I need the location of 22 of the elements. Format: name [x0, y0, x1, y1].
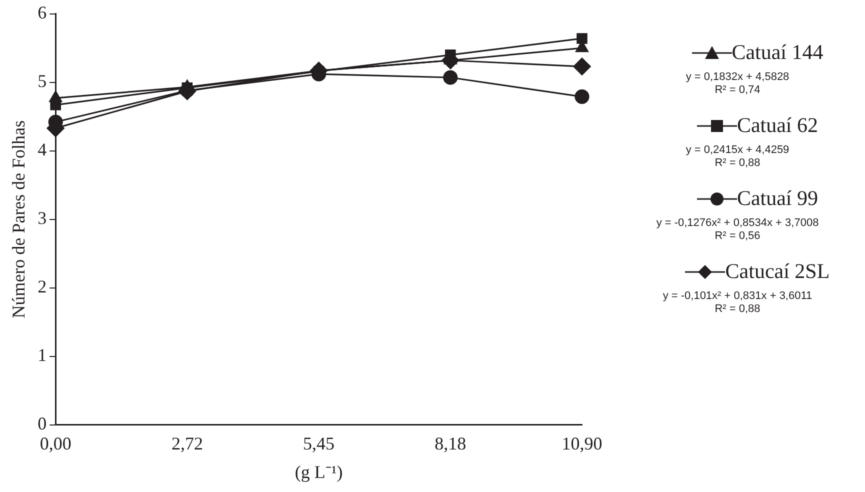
text: y = -0,101x² + 0,831x + 3,6011 R² = 0,88 [662, 290, 814, 316]
x-tick-label: 8,18 [434, 433, 466, 454]
x-tick-label: 5,45 [303, 433, 335, 454]
y-tick-label: 5 [38, 71, 47, 92]
x-tick-label: 10,90 [562, 433, 602, 454]
text: y = -0,1276x² + 0,8534x + 3,7008 R² = 0,56 [655, 217, 820, 243]
legend-label: Catuaí 62 [736, 113, 818, 138]
y-tick-label: 2 [38, 276, 47, 297]
y-tick-label: 4 [38, 140, 47, 160]
y-tick-label: 0 [38, 414, 47, 434]
y-tick-label: 1 [38, 345, 47, 366]
y-axis-title: Número de Pares de Folhas [8, 120, 29, 318]
text: y = 0,1832x + 4,5828 R² = 0,74 [684, 71, 790, 97]
y-tick-label: 3 [38, 208, 47, 228]
legend-label: Catuaí 99 [736, 186, 818, 211]
text: y = 0,2415x + 4,4259 R² = 0,88 [684, 144, 790, 170]
legend-label: Catuaí 144 [732, 40, 824, 65]
x-axis-title: (g L⁻¹) [294, 462, 343, 482]
y-tick-label: 6 [38, 2, 47, 23]
x-tick-label: 2,72 [171, 433, 203, 454]
legend-label: Catucaí 2SL [725, 259, 830, 284]
x-tick-label: 0,00 [40, 433, 72, 454]
